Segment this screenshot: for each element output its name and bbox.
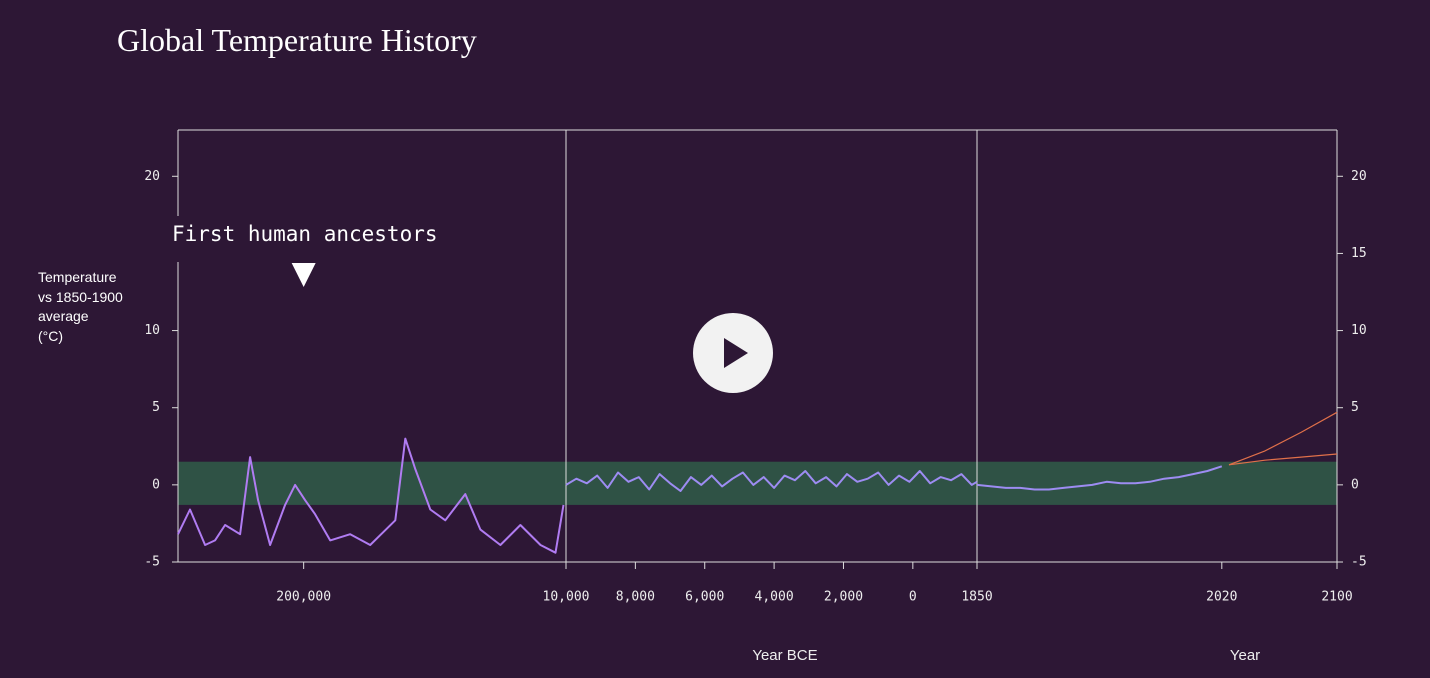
y-axis-label-line: (°C) [38, 327, 64, 344]
x-tick-label: 4,000 [755, 590, 794, 605]
temperature-line [565, 470, 978, 492]
y2-tick-label: -5 [1351, 555, 1367, 570]
y-tick-label: 0 [152, 477, 160, 492]
x-tick-label: 8,000 [616, 590, 655, 605]
x-tick-label: 0 [909, 590, 917, 605]
annotation: First human ancestors [172, 222, 438, 246]
temperature-line [1228, 453, 1338, 466]
x-axis-label: Year BCE [752, 647, 817, 664]
y2-tick-label: 15 [1351, 246, 1367, 261]
annotation-backdrop [168, 216, 458, 262]
temperature-line [177, 437, 565, 554]
y-tick-label: 5 [152, 400, 160, 415]
y-axis-label-line: Temperature [38, 269, 117, 285]
play-icon[interactable] [724, 338, 748, 368]
x-tick-label: 2100 [1321, 590, 1352, 605]
x-tick-label: 2020 [1206, 590, 1237, 605]
chart-title: Global Temperature History [117, 22, 477, 58]
x-tick-label: 6,000 [685, 590, 724, 605]
y-tick-label: 10 [144, 323, 160, 338]
y2-tick-label: 10 [1351, 323, 1367, 338]
x-tick-label: 2,000 [824, 590, 863, 605]
x-tick-label: 200,000 [276, 590, 331, 605]
x-tick-label: 1850 [961, 590, 992, 605]
x-tick-label: 10,000 [543, 590, 590, 605]
play-button[interactable] [693, 313, 773, 393]
y-axis-label-line: vs 1850-1900 [38, 288, 123, 305]
y-tick-label: 20 [144, 169, 160, 184]
y2-tick-label: 5 [1351, 400, 1359, 415]
x-axis-label: Year [1230, 647, 1260, 664]
annotation-marker [291, 263, 316, 287]
temperature-line [1228, 411, 1338, 466]
y-axis-label: Temperature vs 1850-1900 average (°C) [38, 268, 123, 346]
y-tick-label: -5 [144, 555, 160, 570]
temperature-line [976, 465, 1223, 491]
y-axis-label-line: average [38, 308, 89, 324]
y2-tick-label: 0 [1351, 477, 1359, 492]
reference-band [977, 461, 1337, 505]
y2-tick-label: 20 [1351, 169, 1367, 184]
reference-band [178, 461, 566, 505]
reference-band [566, 461, 977, 505]
